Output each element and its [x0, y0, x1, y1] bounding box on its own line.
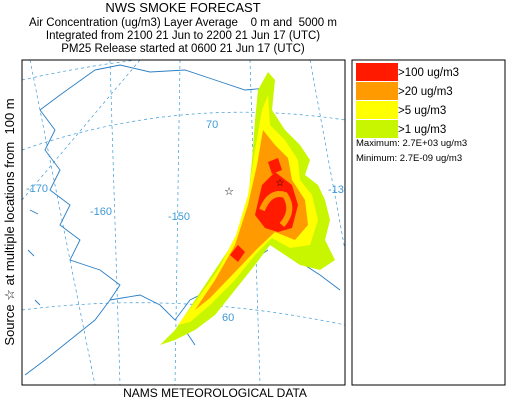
- footer: NAMS METEOROLOGICAL DATA: [123, 386, 307, 400]
- islands: [27, 209, 196, 346]
- graticule-label: -150: [168, 211, 190, 223]
- map-frame: [21, 59, 346, 386]
- graticule-label: -130: [328, 184, 350, 196]
- graticule: [22, 111, 345, 151]
- plume-ring: [259, 191, 293, 227]
- graticule: [309, 60, 345, 251]
- source-marker: ☆: [224, 186, 234, 198]
- header-line: Integrated from 2100 21 Jun to 2200 21 J…: [46, 30, 320, 42]
- graticule-label: 70: [206, 119, 218, 131]
- legend-frame: [351, 59, 506, 386]
- legend-minimum: Minimum: 2.7E-09 ug/m3: [356, 153, 462, 164]
- graticule: [22, 60, 141, 201]
- legend-maximum: Maximum: 2.7E+03 ug/m3: [356, 138, 467, 149]
- plume-level: [195, 130, 308, 310]
- side-label: Source ☆ at multiple locations from 100 …: [2, 98, 17, 345]
- legend-swatch: [356, 120, 398, 138]
- legend: >100 ug/m3 >20 ug/m3 >5 ug/m3 >1 ug/m3 Maxim…: [351, 59, 506, 386]
- legend-label: >5 ug/m3: [398, 105, 446, 117]
- legend-swatch: [356, 101, 398, 119]
- legend-label: >100 ug/m3: [398, 67, 459, 79]
- source-marker: ☆: [276, 178, 285, 189]
- legend-swatch: [356, 82, 398, 100]
- legend-swatch: [356, 63, 398, 81]
- title: NWS SMOKE FORECAST: [105, 0, 260, 15]
- map: ☆ ☆ -170 -160 -150 -130 70 60: [21, 59, 350, 386]
- legend-label: >1 ug/m3: [398, 124, 446, 136]
- graticule: [29, 60, 96, 385]
- graticule: [22, 60, 345, 81]
- graticule: [109, 60, 121, 385]
- graticule-label: 60: [222, 312, 234, 324]
- graticule-label: -160: [90, 206, 112, 218]
- graticule-label: -170: [26, 183, 48, 195]
- coastline: [24, 64, 341, 376]
- header-line: PM25 Release started at 0600 21 Jun 17 (…: [61, 43, 305, 55]
- header-line: Air Concentration (ug/m3) Layer Average …: [29, 17, 337, 29]
- legend-label: >20 ug/m3: [398, 86, 453, 98]
